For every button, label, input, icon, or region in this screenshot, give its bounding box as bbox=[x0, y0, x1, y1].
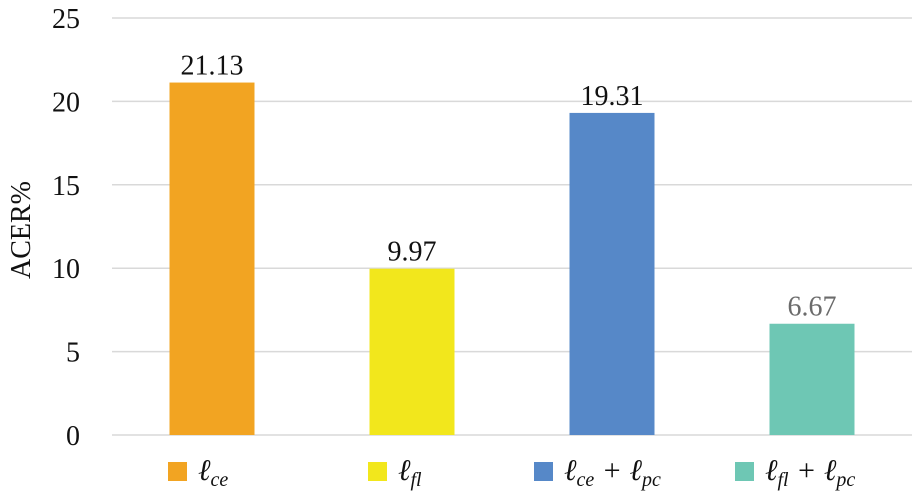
y-axis-ticks: 0 5 10 15 20 25 bbox=[52, 4, 80, 452]
legend-label: ℓfl bbox=[398, 454, 422, 491]
data-label: 6.67 bbox=[788, 292, 837, 323]
bar bbox=[569, 112, 655, 435]
y-tick-label: 15 bbox=[52, 171, 80, 202]
y-tick-label: 10 bbox=[52, 254, 80, 285]
data-label: 21.13 bbox=[181, 51, 244, 82]
y-tick-label: 5 bbox=[66, 338, 80, 369]
y-tick-label: 20 bbox=[52, 87, 80, 118]
legend-item: ℓfl bbox=[368, 454, 422, 491]
legend-item: ℓfl + ℓpc bbox=[735, 454, 855, 491]
data-labels: 21.13 9.97 19.31 6.67 bbox=[181, 51, 837, 323]
legend-swatch bbox=[368, 462, 387, 481]
legend-swatch bbox=[534, 462, 553, 481]
y-tick-label: 0 bbox=[66, 421, 80, 452]
legend: ℓce ℓfl ℓce + ℓpc ℓfl + ℓpc bbox=[168, 454, 855, 491]
legend-item: ℓce + ℓpc bbox=[534, 454, 661, 491]
bar bbox=[369, 268, 455, 435]
data-label: 19.31 bbox=[581, 81, 644, 112]
legend-swatch bbox=[735, 462, 754, 481]
bar bbox=[769, 323, 855, 435]
legend-label: ℓce bbox=[198, 454, 228, 491]
legend-item: ℓce bbox=[168, 454, 228, 491]
bars bbox=[169, 82, 855, 435]
legend-label: ℓfl + ℓpc bbox=[765, 454, 855, 491]
y-axis-label: ACER% bbox=[6, 181, 37, 279]
data-label: 9.97 bbox=[388, 237, 437, 268]
bar bbox=[169, 82, 255, 435]
legend-label: ℓce + ℓpc bbox=[564, 454, 661, 491]
legend-swatch bbox=[168, 462, 187, 481]
y-tick-label: 25 bbox=[52, 4, 80, 35]
